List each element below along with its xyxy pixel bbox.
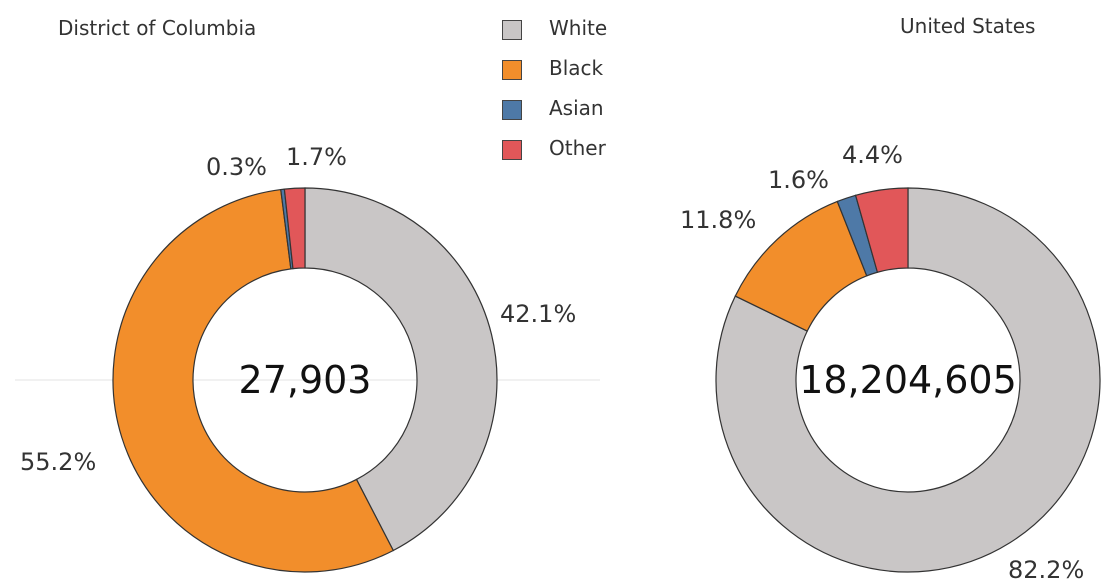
legend-label-asian: Asian [549,96,604,120]
chart-title-dc: District of Columbia [58,16,257,40]
center-total-dc: 27,903 [239,358,372,402]
slice-dc-other[interactable] [283,187,306,270]
slice-us-other[interactable] [854,187,909,273]
data-label-us-black: 11.8% [680,206,756,234]
slice-dc-white[interactable] [304,187,498,552]
legend-swatch-asian [502,100,522,120]
data-label-dc-asian: 0.3% [206,153,267,181]
legend-label-black: Black [549,56,604,80]
donut-chart-dc: 42.1% 55.2% 0.3% 1.7% 27,903 [20,143,576,573]
data-label-dc-white: 42.1% [500,300,576,328]
legend-swatch-black [502,60,522,80]
chart-title-us: United States [900,14,1036,38]
data-label-us-white: 82.2% [1008,556,1084,582]
legend-label-other: Other [549,136,606,160]
slice-dc-black[interactable] [112,188,395,573]
data-label-us-other: 4.4% [842,141,903,169]
data-label-dc-other: 1.7% [286,143,347,171]
data-label-dc-black: 55.2% [20,448,96,476]
slice-us-white[interactable] [715,187,1101,573]
legend-swatch-other [502,140,522,160]
center-total-us: 18,204,605 [799,358,1017,402]
legend-swatch-white [502,20,522,40]
donut-chart-us: 82.2% 11.8% 1.6% 4.4% 18,204,605 [680,141,1101,582]
data-label-us-asian: 1.6% [768,166,829,194]
legend-label-white: White [549,16,608,40]
